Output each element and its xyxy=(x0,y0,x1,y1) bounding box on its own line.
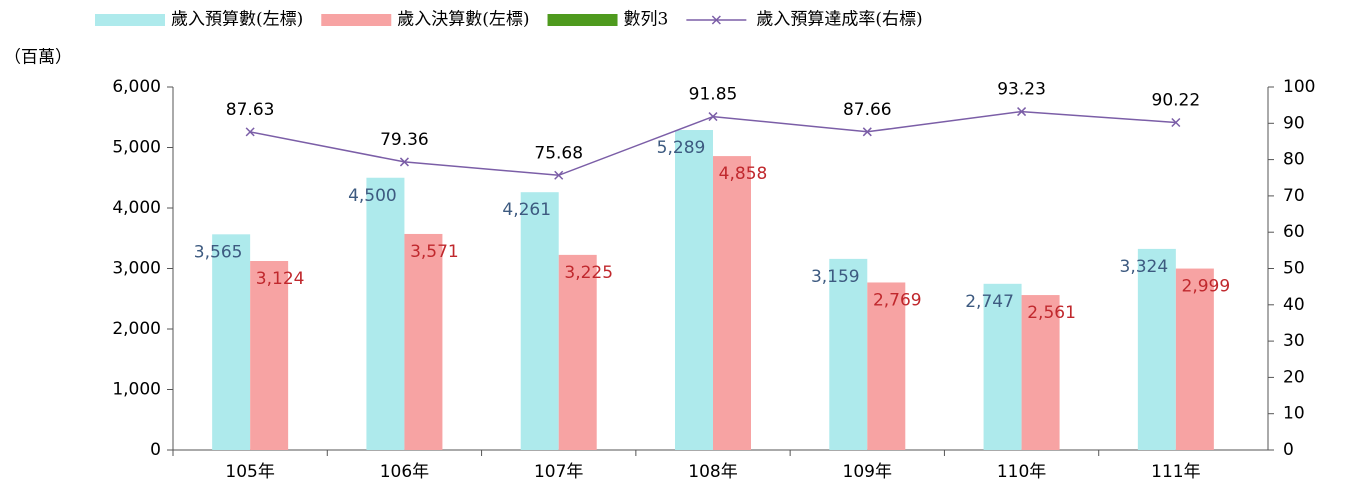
value-label: 3,225 xyxy=(564,263,613,283)
y-tick-label: 6,000 xyxy=(112,77,161,97)
value-label: 3,571 xyxy=(410,242,459,262)
bar xyxy=(713,156,751,450)
x-tick-label: 109年 xyxy=(843,462,892,480)
rate-label: 79.36 xyxy=(380,130,429,150)
bar xyxy=(558,254,597,450)
rate-label: 87.63 xyxy=(226,100,275,120)
value-label: 4,500 xyxy=(348,186,397,206)
value-label: 2,747 xyxy=(965,292,1014,312)
y2-tick-label: 30 xyxy=(1283,331,1305,351)
y2-tick-label: 10 xyxy=(1283,404,1305,424)
bar xyxy=(867,282,906,450)
x-tick-label: 105年 xyxy=(225,462,274,480)
legend-label: 歲入決算數(左標) xyxy=(397,10,529,30)
bar xyxy=(1021,295,1060,450)
rate-label: 87.66 xyxy=(843,100,892,120)
value-label: 3,159 xyxy=(811,267,860,287)
x-tick-label: 110年 xyxy=(997,462,1046,480)
bar xyxy=(1175,268,1214,450)
x-tick-label: 111年 xyxy=(1151,462,1200,480)
y2-tick-label: 100 xyxy=(1283,77,1315,97)
y2-tick-label: 80 xyxy=(1283,150,1305,170)
y2-tick-label: 0 xyxy=(1283,440,1294,460)
y2-tick-label: 20 xyxy=(1283,367,1305,387)
y2-tick-label: 50 xyxy=(1283,259,1305,279)
legend-label: 歲入預算數(左標) xyxy=(171,10,303,30)
rate-marker xyxy=(399,157,409,167)
value-label: 2,769 xyxy=(873,290,922,310)
y-tick-label: 3,000 xyxy=(112,259,161,279)
bar xyxy=(675,130,713,450)
rate-marker xyxy=(708,112,718,122)
bar xyxy=(520,192,559,450)
bar xyxy=(366,177,405,450)
rate-marker xyxy=(554,170,564,180)
rate-marker xyxy=(245,127,255,137)
bar xyxy=(1137,248,1176,450)
value-label: 2,561 xyxy=(1027,303,1076,323)
legend-swatch xyxy=(95,14,165,26)
bar xyxy=(250,260,289,450)
value-label: 3,324 xyxy=(1120,257,1169,277)
y2-tick-label: 90 xyxy=(1283,113,1305,133)
x-tick-label: 107年 xyxy=(534,462,583,480)
value-label: 2,999 xyxy=(1182,277,1231,297)
unit-label: （百萬） xyxy=(4,48,72,68)
y2-tick-label: 70 xyxy=(1283,186,1305,206)
y2-tick-label: 40 xyxy=(1283,295,1305,315)
rate-label: 91.85 xyxy=(689,85,738,105)
value-label: 4,261 xyxy=(502,200,551,220)
bar xyxy=(212,234,251,450)
legend-swatch xyxy=(547,14,618,26)
rate-marker xyxy=(862,127,872,137)
y-tick-label: 5,000 xyxy=(112,138,161,158)
y2-tick-label: 60 xyxy=(1283,222,1305,242)
legend-label: 數列3 xyxy=(624,10,669,30)
rate-label: 93.23 xyxy=(997,80,1046,100)
x-tick-label: 108年 xyxy=(688,462,737,480)
value-label: 5,289 xyxy=(657,138,706,158)
value-label: 4,858 xyxy=(719,164,768,184)
bar xyxy=(829,258,868,450)
value-label: 3,124 xyxy=(256,269,305,289)
legend-label: 歲入預算達成率(右標) xyxy=(756,10,922,30)
y-tick-label: 4,000 xyxy=(112,198,161,218)
bar xyxy=(983,283,1022,450)
y-tick-label: 1,000 xyxy=(112,380,161,400)
rate-marker xyxy=(1171,117,1181,128)
rate-label: 90.22 xyxy=(1152,91,1201,111)
legend-swatch xyxy=(321,14,392,26)
bar xyxy=(404,233,443,450)
value-label: 3,565 xyxy=(194,242,243,262)
x-tick-label: 106年 xyxy=(380,462,429,480)
rate-label: 75.68 xyxy=(534,143,583,163)
legend-marker xyxy=(711,15,721,25)
y-tick-label: 2,000 xyxy=(112,319,161,339)
y-tick-label: 0 xyxy=(150,440,161,460)
rate-marker xyxy=(1017,107,1027,117)
